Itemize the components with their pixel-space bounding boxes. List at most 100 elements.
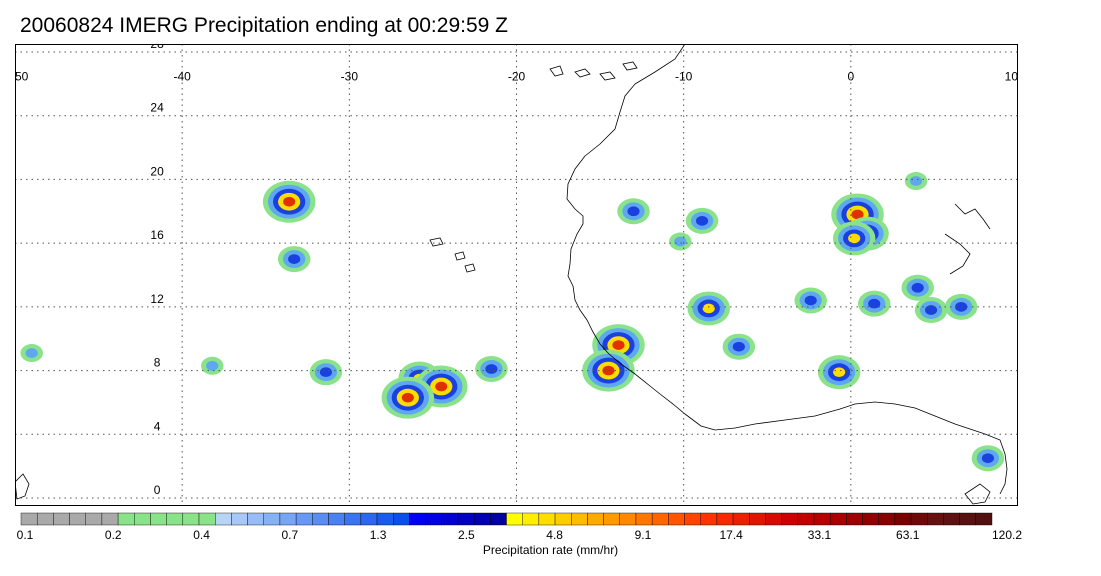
colorbar-swatch [279, 512, 297, 526]
colorbar-swatch [182, 512, 200, 526]
colorbar-swatch [247, 512, 264, 526]
precipitation-layer [20, 172, 1005, 472]
colorbar-tick-label: 120.2 [992, 528, 1022, 542]
precipitation-cell [971, 445, 1005, 472]
colorbar-tick-label: 33.1 [808, 528, 832, 542]
colorbar-swatch [943, 512, 960, 526]
colorbar-swatch [69, 512, 86, 526]
precipitation-contour [924, 305, 938, 315]
colorbar-tick-label: 0.7 [281, 528, 298, 542]
colorbar-swatch [231, 512, 248, 526]
latitude-tick-label: 12 [150, 292, 164, 306]
colorbar-swatch [85, 512, 103, 526]
colorbar: 0.1 0.2 0.4 0.7 1.3 2.5 4.8 9.1 17.4 33.1 63.1 120.… [0, 510, 1101, 571]
precipitation-cell [415, 365, 468, 408]
precipitation-map: -50 -40 -30 -20 -10 0 10 0 4 8 12 16 20 24 28 [15, 44, 1018, 506]
colorbar-swatch [101, 512, 119, 526]
colorbar-swatch [700, 512, 718, 526]
longitude-tick-label: -30 [341, 70, 359, 84]
longitude-tick-label: 0 [847, 70, 854, 84]
colorbar-swatch [522, 512, 540, 526]
latitude-tick-label: 24 [150, 101, 164, 115]
precipitation-cell [722, 333, 756, 360]
colorbar-label: Precipitation rate (mm/hr) [482, 543, 619, 557]
precipitation-cell [20, 344, 43, 363]
colorbar-swatch [312, 512, 329, 526]
latitude-tick-label: 28 [150, 44, 164, 51]
colorbar-swatch [328, 512, 345, 526]
colorbar-swatch [781, 512, 798, 526]
precipitation-contour [283, 196, 296, 207]
colorbar-swatch [441, 512, 459, 526]
precipitation-cell [277, 246, 311, 273]
map-border [15, 44, 1018, 506]
precipitation-contour [695, 215, 709, 226]
precipitation-cell [857, 290, 891, 317]
precipitation-contour [612, 340, 625, 350]
colorbar-swatch [538, 512, 556, 526]
colorbar-tick-labels: 0.1 0.2 0.4 0.7 1.3 2.5 4.8 9.1 17.4 33.1 63.1 120.… [17, 528, 1023, 542]
colorbar-swatch [651, 512, 669, 526]
precipitation-cell [381, 376, 435, 419]
precipitation-contour [288, 254, 301, 264]
colorbar-swatch [813, 512, 831, 526]
colorbar-swatch [927, 512, 944, 526]
colorbar-swatch [571, 512, 588, 526]
colorbar-swatch [117, 512, 135, 526]
colorbar-swatch [457, 512, 475, 526]
colorbar-swatch [150, 512, 167, 526]
colorbar-swatch [36, 512, 54, 526]
colorbar-swatch [797, 512, 815, 526]
colorbar-swatch [829, 512, 847, 526]
precipitation-cell [817, 355, 861, 390]
precipitation-contour [674, 236, 687, 247]
map-title: 20060824 IMERG Precipitation ending at 0… [20, 14, 508, 37]
colorbar-swatch [360, 512, 378, 526]
colorbar-swatch [20, 512, 38, 526]
colorbar-swatch [668, 512, 685, 526]
precipitation-cell [475, 355, 508, 382]
precipitation-contour [206, 360, 219, 371]
colorbar-swatches [20, 512, 993, 526]
colorbar-swatch [910, 512, 928, 526]
colorbar-swatch [490, 512, 507, 526]
precipitation-cell [685, 207, 719, 234]
colorbar-swatch [376, 512, 394, 526]
precipitation-contour [25, 348, 38, 358]
colorbar-swatch [214, 512, 232, 526]
precipitation-contour [401, 392, 414, 403]
longitude-tick-label: 10 [1005, 70, 1018, 84]
precipitation-cell [201, 356, 224, 375]
colorbar-swatch [684, 512, 701, 526]
colorbar-swatch [473, 512, 491, 526]
latitude-tick-label: 4 [154, 419, 161, 433]
precipitation-contour [909, 176, 923, 186]
colorbar-swatch [166, 512, 184, 526]
precipitation-cell [832, 221, 876, 256]
colorbar-swatch [393, 512, 410, 526]
colorbar-swatch [765, 512, 782, 526]
colorbar-swatch [53, 512, 70, 526]
colorbar-swatch [134, 512, 151, 526]
colorbar-swatch [878, 512, 896, 526]
precipitation-contour [627, 206, 640, 217]
axis-labels: -50 -40 -30 -20 -10 0 10 0 4 8 12 16 20 24 28 [15, 44, 1018, 497]
longitude-tick-label: -50 [15, 70, 29, 84]
longitude-tick-label: -40 [173, 70, 191, 84]
colorbar-swatch [263, 512, 281, 526]
precipitation-contour [602, 365, 615, 376]
precipitation-contour [911, 282, 924, 293]
latitude-tick-label: 20 [150, 164, 164, 178]
colorbar-swatch [554, 512, 572, 526]
longitude-tick-label: -10 [675, 70, 693, 84]
colorbar-swatch [619, 512, 637, 526]
precipitation-cell [669, 232, 692, 251]
colorbar-swatch [894, 512, 912, 526]
latitude-tick-label: 8 [154, 356, 161, 370]
colorbar-swatch [344, 512, 362, 526]
precipitation-contour [485, 364, 498, 374]
colorbar-tick-label: 2.5 [458, 528, 475, 542]
precipitation-contour [319, 367, 333, 378]
longitude-tick-label: -20 [508, 70, 526, 84]
colorbar-tick-label: 17.4 [720, 528, 744, 542]
